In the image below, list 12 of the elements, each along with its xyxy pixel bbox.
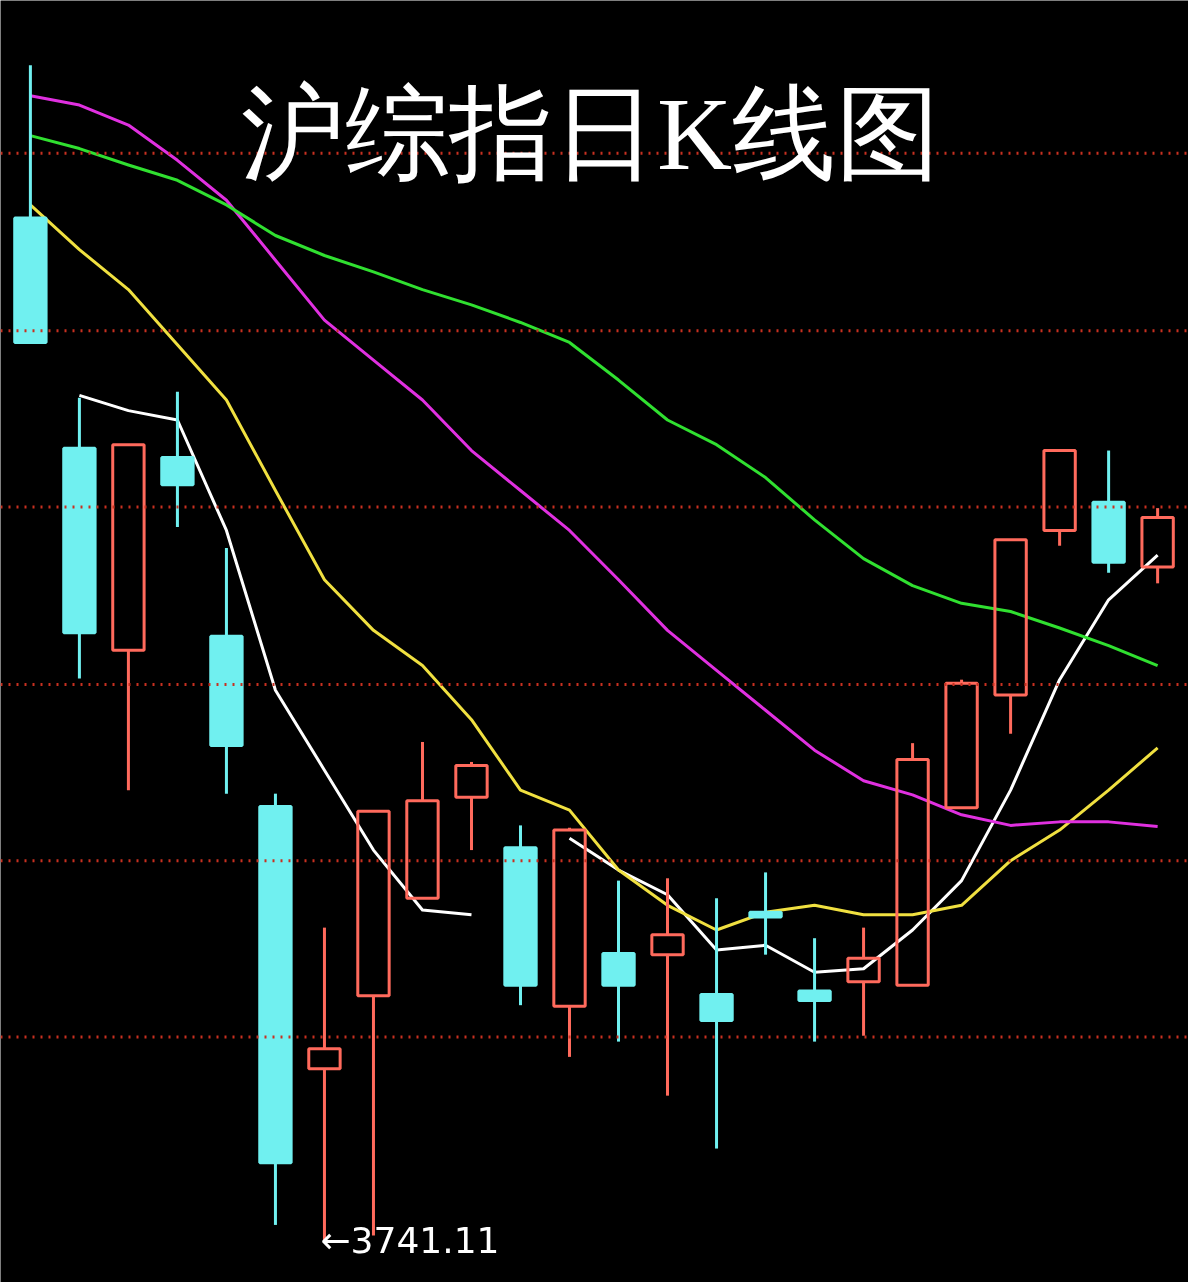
chart-title: 沪综指日K线图 [240,75,941,191]
candlestick [209,548,244,794]
annotation: ←3741.11 [320,1219,500,1261]
candlestick [797,938,832,1042]
candlestick [160,390,195,527]
candlestick [748,872,783,955]
candlestick [503,825,538,1007]
candlestick [699,898,734,1149]
candlestick [62,397,97,679]
candlestick [601,880,636,1042]
candlestick [650,878,685,1096]
candlestick [846,927,881,1036]
